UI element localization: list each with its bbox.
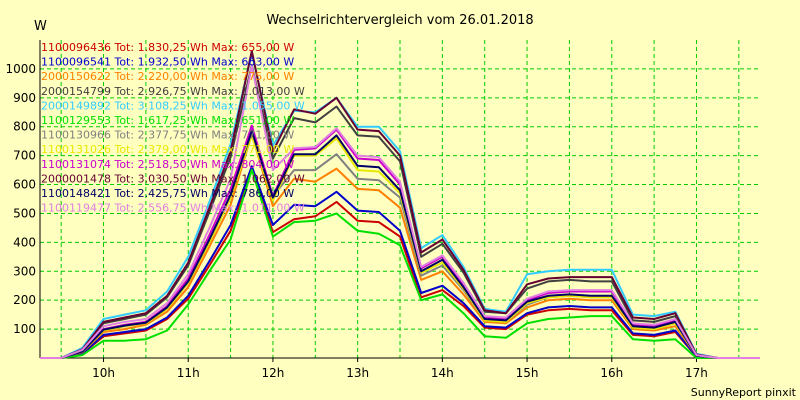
- legend-entry: 2000149892 Tot: 3.108,25 Wh Max: 1.055,0…: [41, 99, 305, 112]
- y-tick-label: 300: [13, 264, 36, 278]
- legend-entry: 1100130966 Tot: 2.377,75 Wh Max: 771,00 …: [41, 129, 294, 142]
- legend-entry: 1100131074 Tot: 2.518,50 Wh Max: 804,00 …: [41, 158, 294, 171]
- y-axis-label: W: [34, 19, 47, 34]
- y-tick-label: 800: [13, 120, 36, 134]
- legend: 1100096436 Tot: 1.830,25 Wh Max: 655,00 …: [41, 41, 305, 215]
- y-tick-label: 600: [13, 178, 36, 192]
- series-line-2000001478: [40, 50, 760, 359]
- y-tick-label: 700: [13, 149, 36, 163]
- legend-entry: 1100129553 Tot: 1.617,25 Wh Max: 651,00 …: [41, 114, 294, 127]
- y-tick-label: 200: [13, 293, 36, 307]
- series-line-1100096436: [40, 167, 760, 359]
- series-line-1100148421: [40, 129, 760, 359]
- x-tick-label: 11h: [177, 366, 200, 380]
- series-line-2000149892: [40, 52, 760, 359]
- y-tick-label: 900: [13, 91, 36, 105]
- x-tick-label: 17h: [685, 366, 708, 380]
- x-tick-label: 15h: [516, 366, 539, 380]
- y-tick-label: 100: [13, 322, 36, 336]
- x-tick-label: 13h: [346, 366, 369, 380]
- legend-entry: 1100131026 Tot: 2.379,00 Wh Max: 771,00 …: [41, 143, 294, 156]
- legend-entry: 1100119477 Tot: 2.556,75 Wh Max: 1.011,0…: [41, 202, 305, 215]
- series-line-1100129553: [40, 168, 760, 359]
- y-tick-label: 400: [13, 235, 36, 249]
- series-line-2000150622: [40, 133, 760, 359]
- legend-entry: 2000150622 Tot: 2.220,00 Wh Max: 775,00 …: [41, 70, 294, 83]
- legend-entry: 1100148421 Tot: 2.425,75 Wh Max: 786,00 …: [41, 187, 294, 200]
- x-tick-label: 12h: [262, 366, 285, 380]
- series-layer: [40, 50, 760, 359]
- legend-entry: 2000154799 Tot: 2.926,75 Wh Max: 1.013,0…: [41, 85, 305, 98]
- series-line-1100119477: [40, 64, 760, 359]
- legend-entry: 1100096436 Tot: 1.830,25 Wh Max: 655,00 …: [41, 41, 294, 54]
- x-tick-label: 10h: [92, 366, 115, 380]
- series-line-1100096541: [40, 165, 760, 359]
- axes: 100 200 300 400 500 600 700 800 900 1000 10h 11h 12h…: [5, 40, 760, 380]
- x-tick-label: 14h: [431, 366, 454, 380]
- chart-title: Wechselrichtervergleich vom 26.01.2018: [266, 13, 533, 28]
- y-tick-label: 500: [13, 206, 36, 220]
- grid: [40, 40, 760, 358]
- series-line-2000154799: [40, 64, 760, 359]
- y-tick-label: 1000: [5, 62, 36, 76]
- x-tick-label: 16h: [600, 366, 623, 380]
- legend-entry: 2000001478 Tot: 3.030,50 Wh Max: 1.062,0…: [41, 172, 305, 185]
- footer-credit: SunnyReport pinxit: [691, 386, 797, 399]
- legend-entry: 1100096541 Tot: 1.932,50 Wh Max: 663,00 …: [41, 56, 294, 69]
